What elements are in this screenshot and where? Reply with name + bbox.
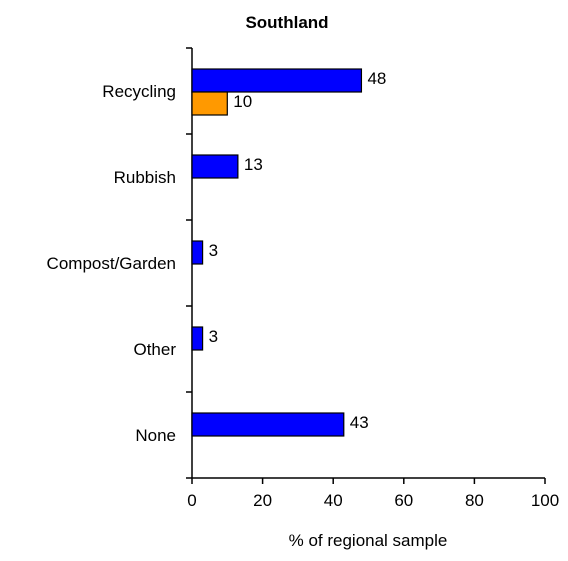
- category-label: Compost/Garden: [47, 254, 176, 273]
- value-label: 43: [350, 413, 369, 432]
- x-axis-title: % of regional sample: [289, 531, 448, 550]
- x-tick-label: 40: [324, 491, 343, 510]
- value-label: 3: [209, 241, 218, 260]
- chart-title: Southland: [245, 13, 328, 32]
- bar: [191, 68, 363, 93]
- category-label: Rubbish: [114, 168, 176, 187]
- x-tick-label: 100: [531, 491, 559, 510]
- x-tick-label: 80: [465, 491, 484, 510]
- bar: [191, 240, 204, 265]
- value-label: 13: [244, 155, 263, 174]
- category-labels: Recycling Rubbish Compost/Garden Other None: [47, 82, 177, 445]
- bar: [191, 412, 345, 437]
- value-labels: 48 10 13 3 3 43: [209, 69, 387, 432]
- bar: [191, 154, 239, 179]
- bar: [191, 326, 204, 351]
- x-tick-label: 60: [394, 491, 413, 510]
- value-label: 48: [367, 69, 386, 88]
- bar: [191, 91, 228, 116]
- category-label: None: [135, 426, 176, 445]
- value-label: 10: [233, 92, 252, 111]
- x-tick-label: 20: [253, 491, 272, 510]
- value-label: 3: [209, 327, 218, 346]
- x-tick-label: 0: [187, 491, 196, 510]
- x-tick-labels: 0 20 40 60 80 100: [187, 491, 559, 510]
- bars: [191, 68, 363, 437]
- category-label: Recycling: [102, 82, 176, 101]
- category-label: Other: [133, 340, 176, 359]
